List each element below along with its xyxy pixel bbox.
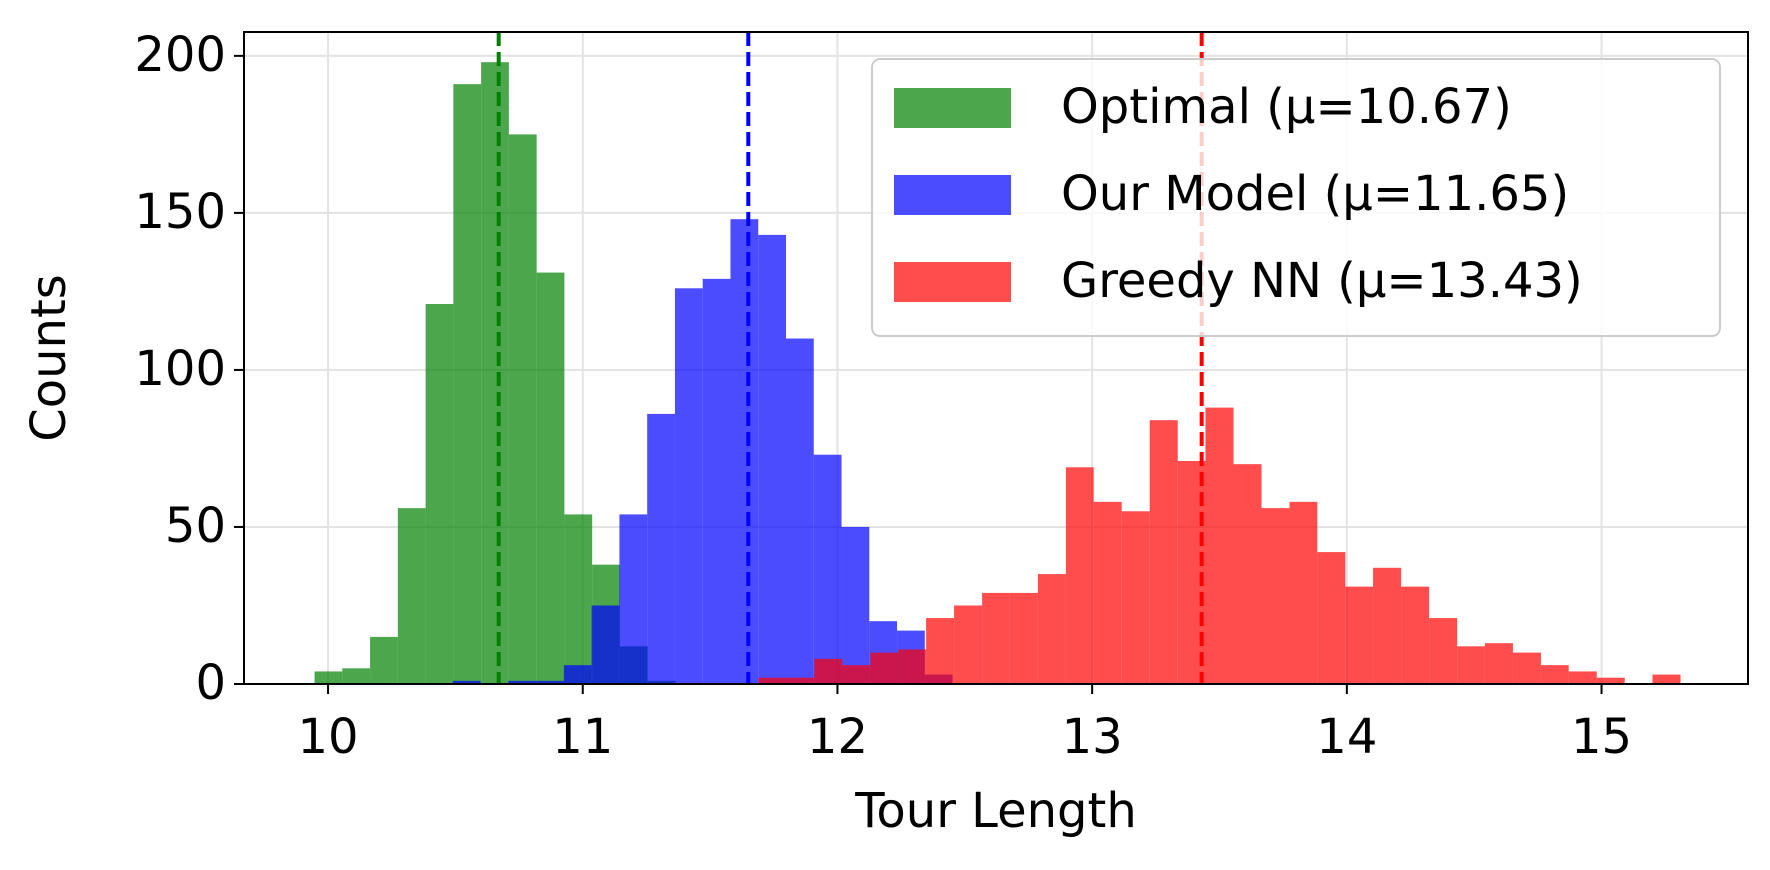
- histogram-bar: [813, 454, 842, 684]
- histogram-bar: [786, 338, 814, 684]
- histogram-bar: [536, 272, 565, 684]
- x-tick-label: 15: [1571, 709, 1632, 765]
- histogram-bar: [758, 234, 787, 684]
- histogram-bar: [342, 668, 371, 684]
- x-axis-label: Tour Length: [854, 783, 1137, 839]
- x-tick-label: 14: [1316, 709, 1377, 765]
- histogram-bar: [1233, 464, 1262, 684]
- histogram-bar: [1596, 677, 1625, 684]
- histogram-bar: [452, 680, 481, 684]
- histogram-bar: [1484, 643, 1513, 684]
- histogram-bar: [1009, 592, 1038, 684]
- y-tick-label: 50: [165, 498, 226, 554]
- legend-swatch: [894, 88, 1011, 128]
- y-axis-label: Counts: [21, 274, 77, 442]
- histogram-bar: [397, 508, 426, 684]
- x-tick-label: 10: [298, 709, 359, 765]
- histogram-bar: [591, 605, 620, 684]
- histogram-bar: [898, 649, 927, 684]
- legend-label: Optimal (μ=10.67): [1061, 79, 1512, 135]
- legend-swatch: [894, 262, 1011, 302]
- histogram-bar: [954, 605, 983, 684]
- histogram-bar: [1429, 618, 1458, 684]
- y-tick-label: 150: [134, 184, 226, 240]
- histogram-bar: [1345, 586, 1374, 684]
- legend-label: Greedy NN (μ=13.43): [1061, 253, 1583, 309]
- histogram-bar: [814, 658, 843, 684]
- histogram-bar: [982, 592, 1010, 684]
- histogram-bar: [870, 652, 899, 684]
- histogram-bar: [1261, 508, 1290, 684]
- histogram-bar: [926, 618, 955, 684]
- histogram-bar: [674, 288, 703, 684]
- histogram-bar: [1652, 674, 1681, 684]
- histogram-bar: [1289, 501, 1318, 684]
- histogram-bar: [1317, 552, 1346, 684]
- x-tick-label: 13: [1062, 709, 1123, 765]
- y-tick-label: 0: [195, 655, 226, 711]
- histogram-bar: [564, 514, 593, 684]
- axes-frame: [243, 31, 1749, 685]
- histogram-bar: [1457, 646, 1485, 684]
- histogram-bar: [453, 84, 482, 684]
- histogram-bar: [1065, 467, 1094, 684]
- histogram-bar: [1540, 665, 1569, 684]
- histogram-bar: [1037, 574, 1066, 684]
- histogram-bar: [1568, 671, 1597, 684]
- histogram-bar: [1512, 652, 1541, 684]
- y-tick-label: 200: [134, 27, 226, 83]
- legend-box: [871, 58, 1721, 337]
- histogram-bar: [314, 671, 343, 684]
- histogram-bar: [786, 677, 815, 684]
- histogram-bar: [1121, 511, 1150, 684]
- histogram-bar: [508, 680, 537, 684]
- x-tick-label: 11: [552, 709, 613, 765]
- histogram-bar: [1093, 501, 1122, 684]
- histogram-bar: [647, 413, 675, 684]
- histogram-bar: [370, 636, 398, 684]
- histogram-bar: [508, 134, 537, 684]
- histogram-bar: [1205, 407, 1234, 684]
- histogram-bar: [842, 665, 871, 684]
- legend-swatch: [894, 175, 1011, 215]
- histogram-bar: [1401, 586, 1430, 684]
- histogram-bar: [1373, 567, 1402, 684]
- histogram-bar: [481, 62, 509, 685]
- histogram-bar: [536, 680, 564, 684]
- y-tick-label: 100: [134, 341, 226, 397]
- x-tick-label: 12: [807, 709, 868, 765]
- histogram-bar: [619, 514, 648, 684]
- histogram-bar: [841, 526, 870, 684]
- histogram-bar: [730, 219, 759, 684]
- legend-label: Our Model (μ=11.65): [1061, 166, 1569, 222]
- histogram-bar: [758, 677, 787, 684]
- histogram-bar: [425, 303, 454, 684]
- histogram-bar: [1149, 420, 1178, 684]
- histogram-bar: [563, 665, 592, 684]
- histogram-bar: [702, 278, 731, 684]
